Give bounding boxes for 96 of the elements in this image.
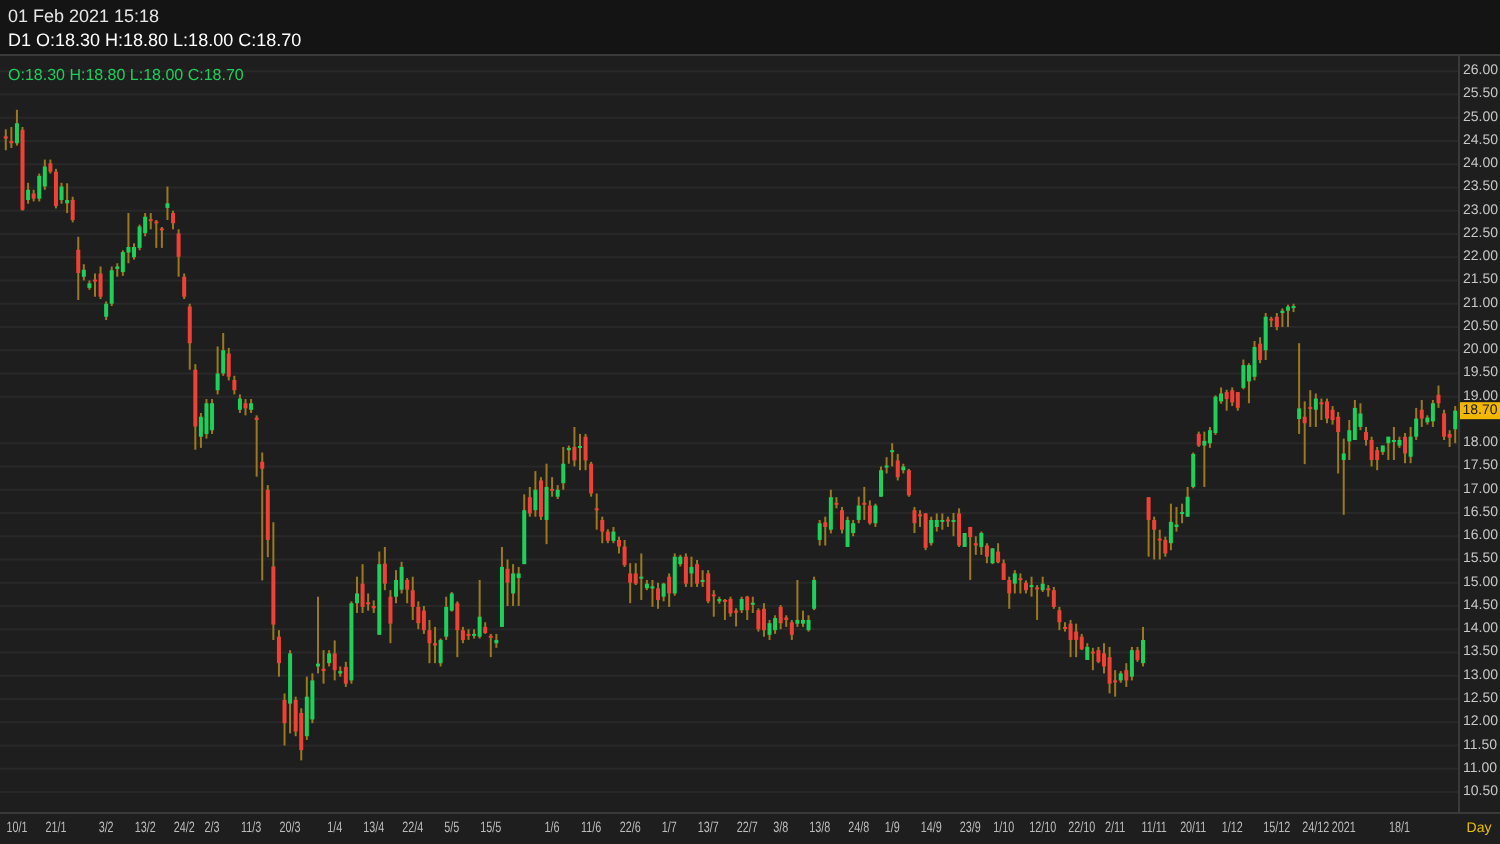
candlestick [1369, 435, 1374, 468]
candlestick [1336, 411, 1341, 475]
candlestick [1319, 397, 1324, 421]
candlestick [823, 515, 828, 547]
candlestick [98, 265, 103, 301]
candlestick [639, 552, 644, 601]
candlestick [505, 558, 510, 607]
candlestick [410, 575, 415, 621]
candlestick [1090, 646, 1095, 672]
candlestick [1324, 397, 1329, 425]
candlestick [1107, 645, 1112, 695]
candlestick [1313, 392, 1318, 428]
candlestick [979, 530, 984, 556]
candlestick [1018, 572, 1023, 595]
candlestick [1375, 445, 1380, 472]
candlestick [53, 167, 58, 210]
candlestick [722, 598, 727, 621]
candlestick [26, 181, 31, 205]
candlestick [728, 595, 733, 618]
candlestick [204, 398, 209, 440]
candlestick [695, 558, 700, 588]
candlestick [761, 602, 766, 638]
candlestick [923, 511, 928, 552]
candlestick [1146, 496, 1151, 558]
candlestick [1403, 432, 1408, 465]
candlestick [957, 507, 962, 548]
candlestick [561, 445, 566, 491]
candlestick [1391, 425, 1396, 461]
candlestick [1263, 312, 1268, 361]
candlestick [1074, 622, 1079, 659]
candlestick [360, 563, 365, 614]
candlestick [745, 594, 750, 621]
candlestick [1129, 645, 1134, 682]
candlestick [159, 225, 164, 249]
candlestick [996, 542, 1001, 565]
candlestick [689, 555, 694, 588]
candlestick [1068, 618, 1073, 659]
candlestick [951, 511, 956, 538]
candlestick [1453, 405, 1458, 445]
candlestick [890, 442, 895, 468]
candlestick [906, 467, 911, 498]
chart-title: 01 Feb 2021 15:18 [8, 6, 160, 26]
candlestick [1358, 402, 1363, 432]
candlestick [210, 398, 215, 435]
candlestick [76, 235, 81, 301]
candlestick [968, 525, 973, 581]
candlestick [154, 219, 159, 249]
candlestick [1224, 388, 1229, 412]
candlestick [817, 518, 822, 547]
candlestick [778, 604, 783, 631]
candlestick [572, 425, 577, 468]
candlestick [577, 432, 582, 472]
candlestick [533, 470, 538, 518]
candlestick [511, 563, 516, 607]
candlestick [667, 572, 672, 608]
candlestick [3, 128, 8, 152]
candlestick [165, 185, 170, 222]
candlestick [683, 552, 688, 588]
chart-subtitle: D1 O:18.30 H:18.80 L:18.00 C:18.70 [8, 30, 302, 50]
candlestick [433, 625, 438, 665]
candlestick [862, 485, 867, 521]
candlestick [873, 502, 878, 528]
candlestick [656, 581, 661, 610]
candlestick [399, 560, 404, 595]
candlestick [845, 515, 850, 548]
candlestick [1202, 430, 1207, 488]
candlestick [1141, 625, 1146, 668]
candlestick [650, 578, 655, 608]
candlestick [382, 545, 387, 592]
candlestick [1168, 502, 1173, 552]
candlestick [839, 505, 844, 535]
candlestick [1235, 391, 1240, 412]
candlestick [237, 393, 242, 414]
candlestick [940, 512, 945, 531]
candlestick [455, 600, 460, 659]
candlestick [1285, 303, 1290, 328]
candlestick [332, 639, 337, 682]
candlestick [929, 515, 934, 547]
candlestick [488, 632, 493, 659]
candlestick [856, 495, 861, 525]
candlestick [516, 565, 521, 607]
candlestick [1180, 502, 1185, 525]
candlestick [65, 182, 70, 215]
candlestick [912, 505, 917, 534]
candlestick [1442, 408, 1447, 441]
candlestick [59, 181, 64, 205]
candlestick [812, 575, 817, 612]
candlestick [477, 578, 482, 640]
annotation: O:18.30 H:18.80 L:18.00 C:18.70 [8, 66, 245, 84]
candlestick [879, 465, 884, 498]
candlestick [544, 462, 549, 546]
candlestick [92, 272, 97, 298]
candlestick [661, 581, 666, 603]
candlestick [1191, 451, 1196, 490]
candlestick [1230, 386, 1235, 408]
candlestick [1035, 584, 1040, 621]
